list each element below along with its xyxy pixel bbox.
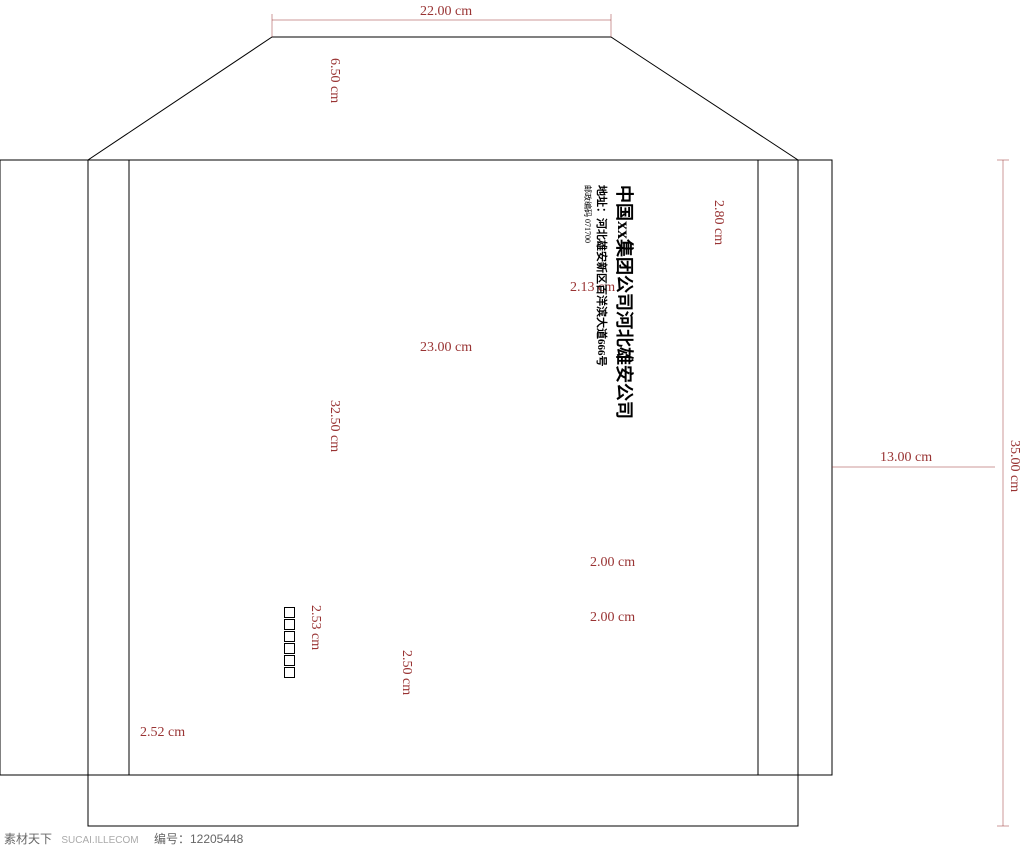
footer: 素材天下 SUCAI.ILLECOM 编号：12205448: [4, 830, 243, 847]
postal-box: [284, 631, 295, 642]
address-line: 地址：河北雄安新区百洋滨大道666号: [594, 185, 610, 419]
bottom-flap-outline: [88, 775, 798, 826]
dim-flap-height: 6.50 cm: [326, 58, 342, 103]
dim-body-height: 32.50 cm: [326, 400, 342, 452]
footer-id-label: 编号：: [154, 832, 190, 846]
postal-box: [284, 607, 295, 618]
postal-box: [284, 643, 295, 654]
dim-gap-b: 2.00 cm: [590, 610, 635, 626]
sender-block: 中国xx集团公司河北雄安公司 地址：河北雄安新区百洋滨大道666号 邮政编码 0…: [582, 185, 638, 419]
postal-box: [284, 655, 295, 666]
dim-content-top: 2.80 cm: [710, 200, 726, 245]
footer-site: SUCAI.ILLECOM: [61, 835, 138, 846]
top-flap-outline: [88, 37, 798, 160]
body-outline: [0, 160, 832, 775]
company-name: 中国xx集团公司河北雄安公司: [612, 185, 638, 419]
dim-boxes-h: 2.53 cm: [307, 605, 323, 650]
footer-id-value: 12205448: [190, 832, 243, 846]
postal-box: [284, 619, 295, 630]
dim-overall-height: 35.00 cm: [1006, 440, 1022, 492]
postal-box: [284, 667, 295, 678]
footer-brand: 素材天下: [4, 832, 52, 846]
postal-line: 邮政编码 071700: [582, 185, 593, 419]
dim-bottom-gap: 2.50 cm: [398, 650, 414, 695]
dim-left-gap: 2.52 cm: [140, 725, 185, 741]
dim-right-panel: 13.00 cm: [880, 450, 932, 466]
dim-gap-a: 2.00 cm: [590, 555, 635, 571]
postal-boxes: [284, 607, 295, 678]
dim-body-mid-width: 23.00 cm: [420, 340, 472, 356]
dim-top-width: 22.00 cm: [420, 4, 472, 20]
